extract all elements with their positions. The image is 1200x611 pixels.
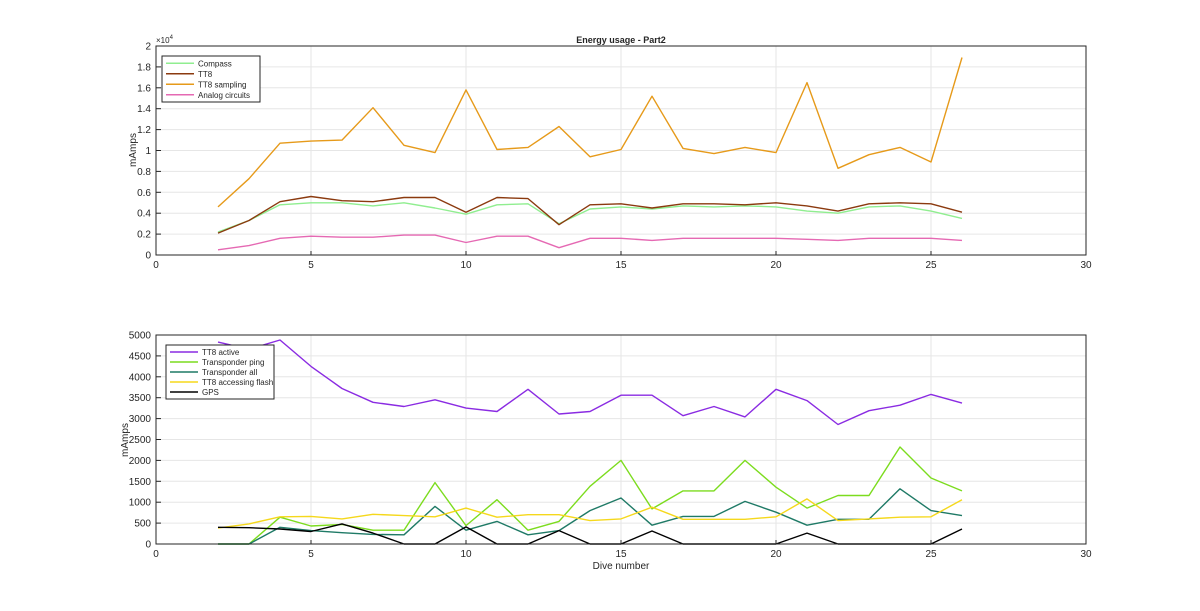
x-tick-label: 0 — [153, 260, 159, 271]
legend-label: Analog circuits — [198, 91, 250, 100]
ticks: 0 5 10 15 20 25 30 0 0.2 0.4 0.6 0.8 1 1.2 1.4 1.6 1.8 2 — [137, 42, 1092, 272]
series-lines — [217, 339, 963, 545]
y-tick-label: 1.8 — [137, 62, 151, 73]
grid — [155, 45, 1087, 256]
series-lines — [217, 57, 963, 251]
energy-usage-chart-top: 0 5 10 15 20 25 3000.20.40.60.811.21.41.61.82 … — [128, 35, 1092, 271]
x-tick-label: 20 — [770, 260, 782, 271]
y-axis-label: mAmps — [120, 423, 131, 457]
legend-label: GPS — [202, 388, 219, 397]
y-tick-label: 3500 — [129, 393, 152, 404]
x-tick-label: 25 — [925, 549, 937, 560]
series-line-tt8-accessing-flash — [217, 498, 963, 529]
x-tick-label: 20 — [770, 549, 782, 560]
y-tick-label: 1 — [145, 146, 151, 157]
x-tick-label: 30 — [1080, 549, 1092, 560]
series-line-transponder-ping — [218, 446, 963, 545]
series-line-analog-circuits — [217, 234, 963, 251]
x-tick-label: 0 — [153, 549, 159, 560]
y-tick-label: 0.2 — [137, 230, 151, 241]
y-tick-label: 1.4 — [137, 104, 151, 115]
x-tick-label: 10 — [460, 549, 472, 560]
y-tick-label: 500 — [134, 519, 151, 530]
x-tick-label: 10 — [460, 260, 472, 271]
series-line-tt8-active — [217, 339, 963, 426]
legend-label: TT8 — [198, 70, 213, 79]
x-axis-label: Dive number — [593, 561, 650, 572]
legend-label: TT8 accessing flash — [202, 378, 273, 387]
x-tick-label: 5 — [308, 549, 314, 560]
y-exponent-label: ×104 — [156, 35, 174, 45]
ticks: 0 5 10 15 20 25 30 0 500 1000 1500 2000 2500 3000 3500… — [129, 331, 1092, 561]
series-line-gps — [217, 523, 963, 545]
y-tick-label: 2 — [145, 42, 151, 53]
y-tick-label: 4000 — [129, 372, 152, 383]
y-tick-label: 0 — [145, 540, 151, 551]
y-tick-label: 1500 — [129, 477, 152, 488]
exponent-base: ×10 — [156, 36, 170, 45]
x-tick-label: 15 — [615, 549, 627, 560]
exponent-power: 4 — [170, 35, 174, 41]
y-tick-label: 0.8 — [137, 167, 151, 178]
y-tick-label: 4500 — [129, 351, 152, 362]
y-tick-label: 0.6 — [137, 188, 151, 199]
x-tick-label: 15 — [615, 260, 627, 271]
legend-label: TT8 sampling — [198, 80, 246, 89]
x-tick-label: 30 — [1080, 260, 1092, 271]
y-tick-label: 2000 — [129, 456, 152, 467]
legend-label: Transponder all — [202, 368, 258, 377]
chart-title: Energy usage - Part2 — [576, 35, 666, 45]
y-tick-label: 0.4 — [137, 209, 151, 220]
legend-label: Compass — [198, 59, 232, 68]
y-tick-label: 1.6 — [137, 83, 151, 94]
x-tick-label: 5 — [308, 260, 314, 271]
series-line-tt8 — [217, 195, 963, 234]
legend-label: Transponder ping — [202, 358, 264, 367]
y-tick-label: 1000 — [129, 498, 152, 509]
y-tick-label: 5000 — [129, 331, 152, 342]
series-line-compass — [217, 202, 963, 233]
series-line-tt8-sampling — [217, 57, 963, 208]
y-tick-label: 2500 — [129, 435, 152, 446]
series-line-transponder-all — [218, 488, 963, 545]
y-tick-label: 0 — [145, 251, 151, 262]
legend-label: TT8 active — [202, 348, 240, 357]
y-tick-label: 1.2 — [137, 125, 151, 136]
y-axis-label: mAmps — [128, 133, 139, 167]
energy-usage-chart-bottom: 0 5 10 15 20 25 30 0 500 1000 1500 2000 2500 3000 3500… — [120, 331, 1092, 573]
x-tick-label: 25 — [925, 260, 937, 271]
y-tick-label: 3000 — [129, 414, 152, 425]
